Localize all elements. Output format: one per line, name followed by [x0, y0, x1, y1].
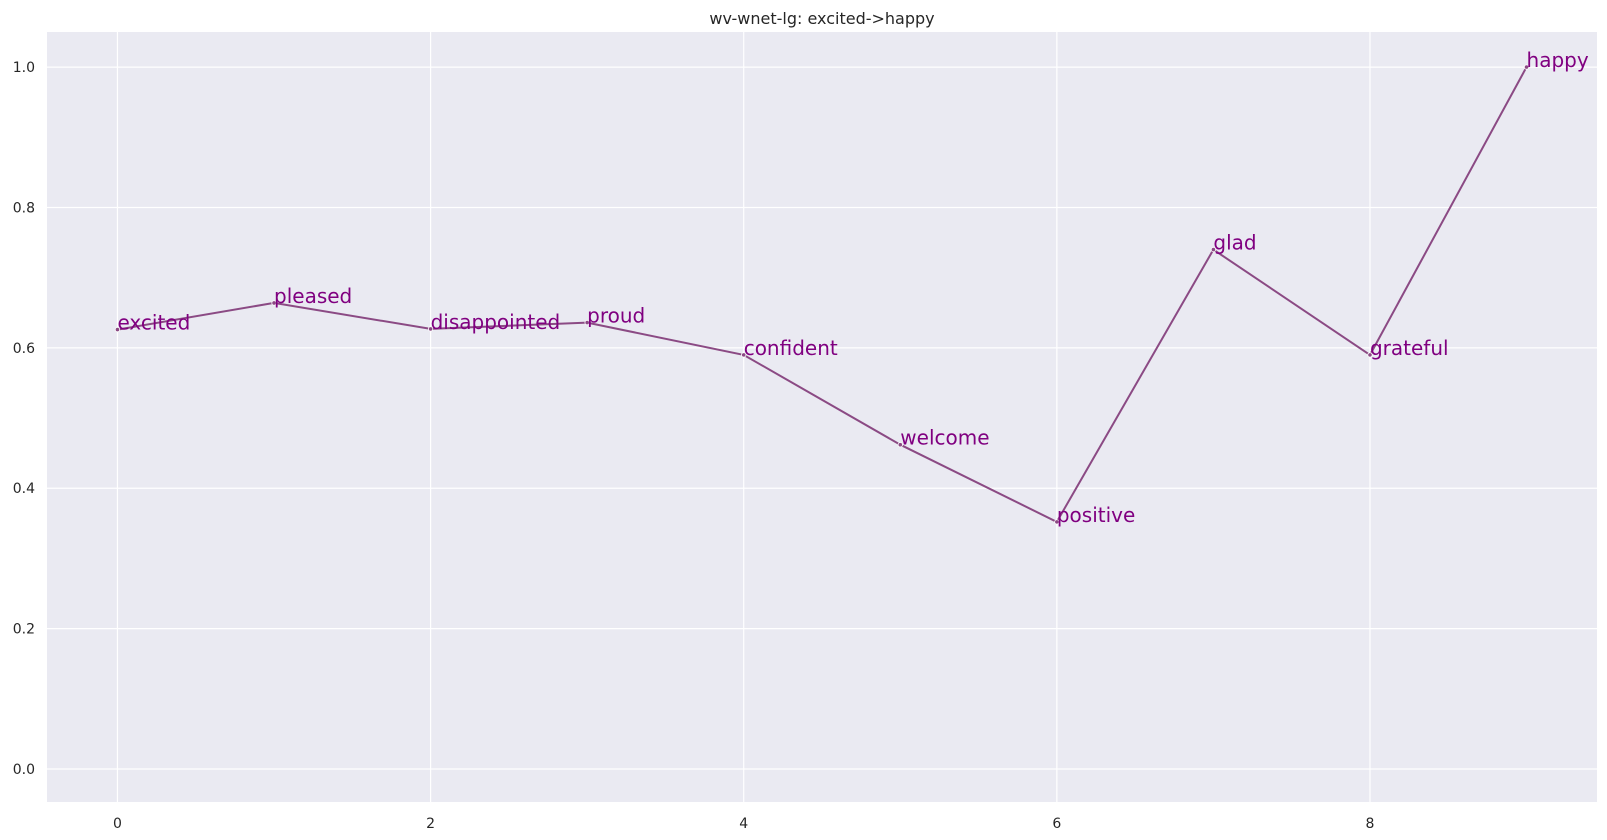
data-point — [427, 326, 434, 332]
data-point — [741, 352, 747, 358]
data-point — [1210, 246, 1217, 253]
y-tick-label: 0.8 — [13, 200, 35, 216]
x-tick-label: 4 — [739, 816, 748, 832]
x-tick-label: 6 — [1052, 816, 1061, 832]
data-point — [1367, 352, 1373, 358]
y-tick-label: 0.0 — [13, 762, 35, 778]
x-tick-label: 0 — [113, 816, 122, 832]
data-point — [897, 442, 903, 448]
word-label: excited — [117, 311, 190, 335]
y-tick-label: 1.0 — [13, 60, 35, 76]
x-axis-ticks: 0 2 4 6 8 — [113, 816, 1374, 832]
grid-lines — [47, 32, 1597, 802]
word-label: pleased — [274, 284, 352, 308]
y-axis-ticks: 0.0 0.2 0.4 0.6 0.8 1.0 — [13, 60, 35, 778]
word-label: proud — [587, 304, 645, 328]
data-point — [1523, 64, 1530, 70]
word-label: happy — [1527, 48, 1589, 72]
data-points — [114, 64, 1530, 525]
word-label: grateful — [1370, 336, 1449, 360]
y-tick-label: 0.6 — [13, 341, 35, 357]
word-label: disappointed — [431, 310, 561, 334]
word-label: glad — [1213, 231, 1256, 255]
plot-area — [47, 32, 1597, 802]
data-point — [1054, 519, 1060, 525]
data-point — [114, 327, 121, 333]
x-tick-label: 2 — [426, 816, 435, 832]
data-point — [584, 319, 590, 326]
y-tick-label: 0.2 — [13, 622, 35, 638]
data-point — [271, 300, 277, 306]
chart-title: wv-wnet-lg: excited->happy — [709, 9, 934, 28]
y-tick-label: 0.4 — [13, 481, 35, 497]
word-label: welcome — [900, 426, 989, 450]
x-tick-label: 8 — [1366, 816, 1375, 832]
series-line — [117, 66, 1528, 524]
word-label: positive — [1057, 503, 1135, 527]
word-label: confident — [744, 336, 838, 360]
word-labels: excited pleased disappointed proud confident… — [117, 48, 1588, 527]
